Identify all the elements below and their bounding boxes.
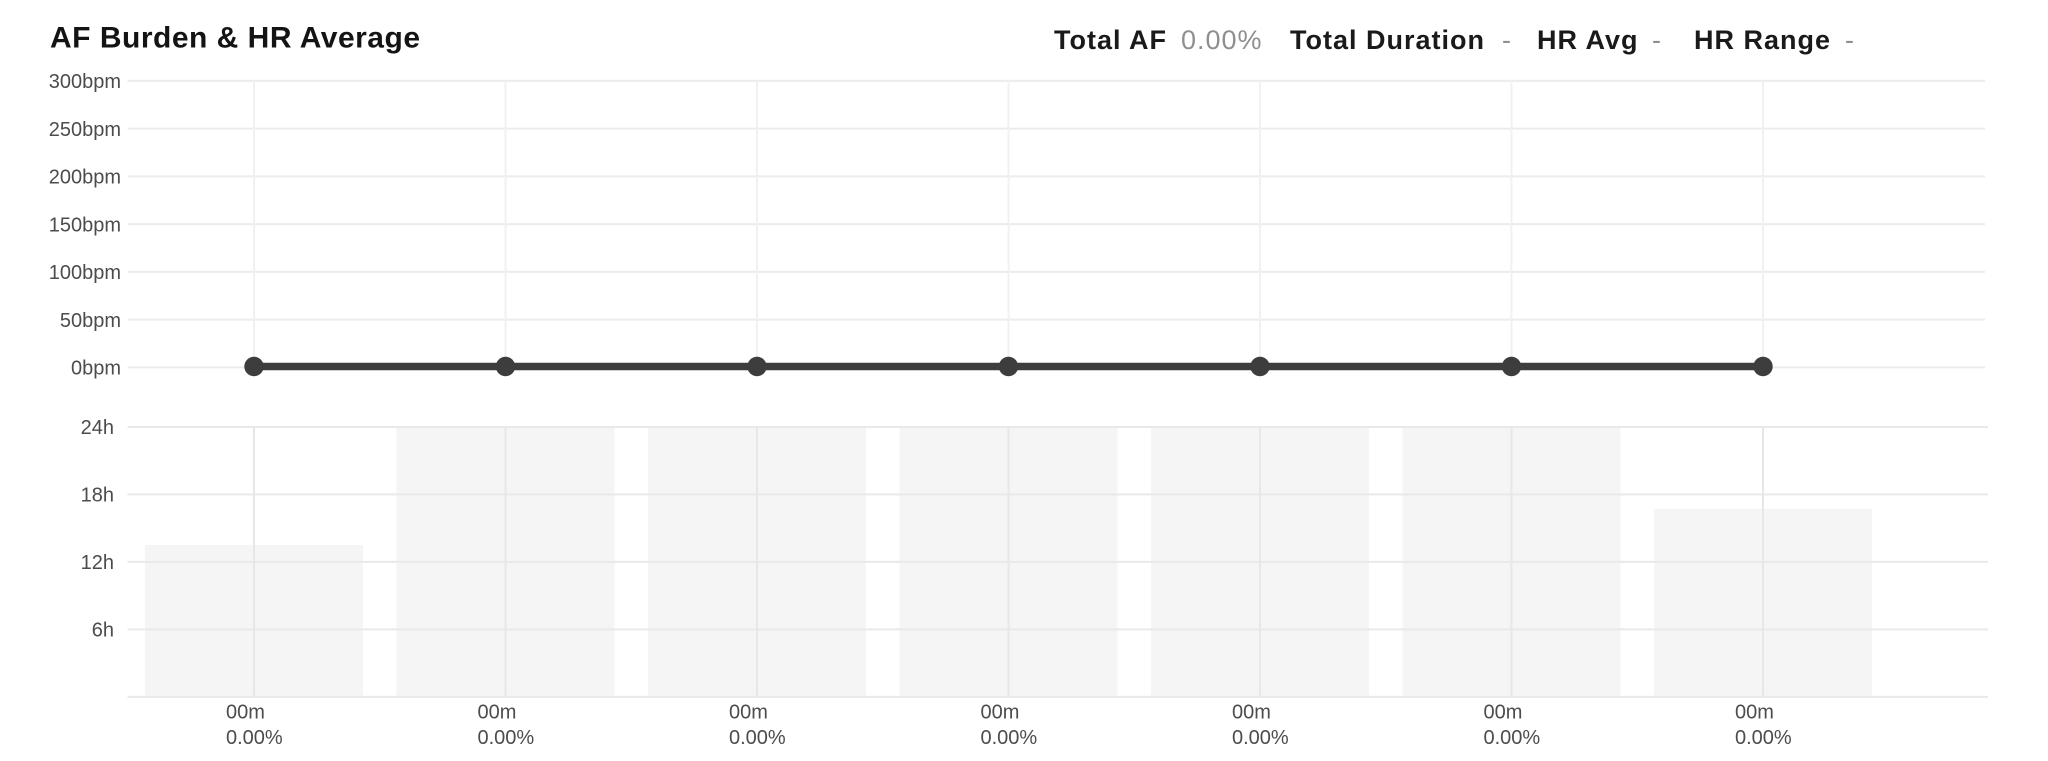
svg-text:200bpm: 200bpm bbox=[49, 167, 121, 189]
svg-text:HR Avg: HR Avg bbox=[1537, 25, 1639, 55]
svg-text:150bpm: 150bpm bbox=[49, 214, 121, 236]
svg-text:100bpm: 100bpm bbox=[49, 262, 121, 284]
svg-text:00m: 00m bbox=[478, 702, 517, 724]
svg-text:00m: 00m bbox=[729, 702, 768, 724]
svg-text:12h: 12h bbox=[81, 552, 114, 574]
svg-text:0.00%: 0.00% bbox=[1735, 727, 1792, 749]
svg-text:00m: 00m bbox=[1735, 702, 1774, 724]
svg-text:24h: 24h bbox=[81, 417, 114, 439]
svg-text:00m: 00m bbox=[1232, 702, 1271, 724]
svg-text:0.00%: 0.00% bbox=[1484, 727, 1541, 749]
svg-text:0.00%: 0.00% bbox=[1181, 25, 1263, 55]
svg-text:00m: 00m bbox=[1484, 702, 1523, 724]
svg-text:300bpm: 300bpm bbox=[49, 71, 121, 93]
svg-text:00m: 00m bbox=[981, 702, 1020, 724]
svg-text:0.00%: 0.00% bbox=[981, 727, 1038, 749]
svg-text:-: - bbox=[1652, 25, 1662, 55]
svg-text:18h: 18h bbox=[81, 484, 114, 506]
svg-text:6h: 6h bbox=[92, 619, 114, 641]
svg-text:0.00%: 0.00% bbox=[226, 727, 283, 749]
svg-text:250bpm: 250bpm bbox=[49, 119, 121, 141]
svg-text:0.00%: 0.00% bbox=[729, 727, 786, 749]
svg-text:50bpm: 50bpm bbox=[60, 310, 121, 332]
svg-text:HR Range: HR Range bbox=[1694, 25, 1831, 55]
svg-text:0.00%: 0.00% bbox=[1232, 727, 1289, 749]
svg-text:Total AF: Total AF bbox=[1054, 25, 1167, 55]
svg-text:AF Burden & HR Average: AF Burden & HR Average bbox=[50, 22, 421, 55]
svg-text:Total Duration: Total Duration bbox=[1290, 25, 1485, 55]
svg-text:-: - bbox=[1845, 25, 1855, 55]
svg-text:-: - bbox=[1502, 25, 1512, 55]
svg-text:0bpm: 0bpm bbox=[71, 358, 121, 380]
svg-text:0.00%: 0.00% bbox=[478, 727, 535, 749]
svg-text:00m: 00m bbox=[226, 702, 265, 724]
